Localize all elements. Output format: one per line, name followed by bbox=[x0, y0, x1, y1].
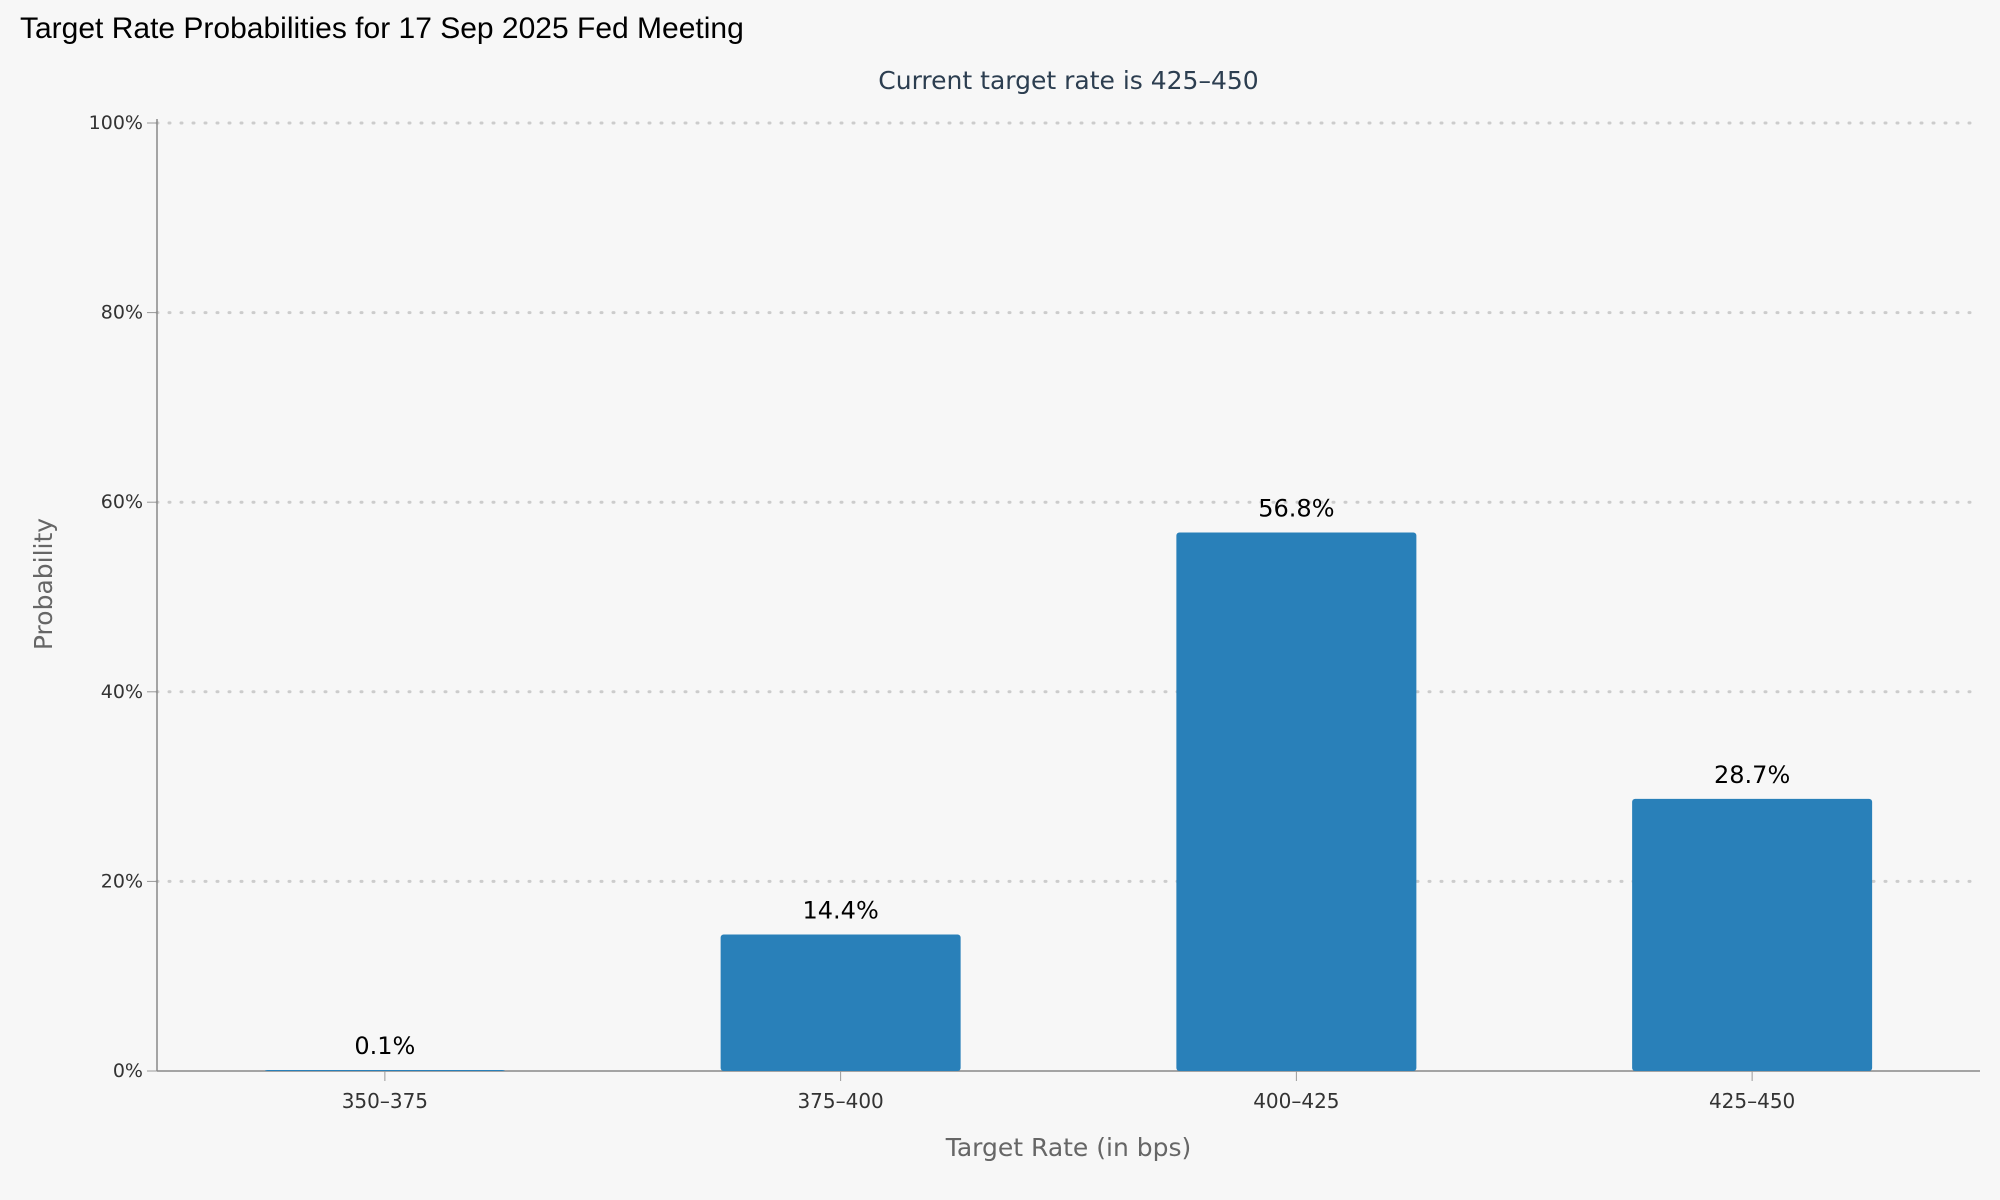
y-tick-label: 0% bbox=[113, 1060, 143, 1082]
data-label: 28.7% bbox=[1714, 761, 1790, 789]
chart-subtitle: Current target rate is 425–450 bbox=[878, 66, 1258, 95]
bar-350–375 bbox=[264, 1070, 505, 1071]
y-tick-label: 20% bbox=[101, 870, 143, 892]
y-tick-label: 80% bbox=[101, 302, 143, 324]
x-tick-label: 425–450 bbox=[1709, 1089, 1795, 1113]
x-tick-label: 375–400 bbox=[797, 1089, 883, 1113]
data-label: 56.8% bbox=[1258, 495, 1334, 523]
page-title: Target Rate Probabilities for 17 Sep 202… bbox=[20, 12, 744, 45]
x-axis-title: Target Rate (in bps) bbox=[945, 1133, 1192, 1162]
bar-400–425 bbox=[1176, 532, 1417, 1071]
y-tick-label: 100% bbox=[89, 112, 143, 134]
y-tick-label: 60% bbox=[101, 491, 143, 513]
bar-425–450 bbox=[1632, 798, 1873, 1071]
x-tick-label: 350–375 bbox=[342, 1089, 428, 1113]
data-label: 14.4% bbox=[803, 896, 879, 924]
data-label: 0.1% bbox=[354, 1032, 415, 1060]
y-tick-label: 40% bbox=[101, 681, 143, 703]
bar-375–400 bbox=[720, 934, 961, 1071]
x-tick-label: 400–425 bbox=[1253, 1089, 1339, 1113]
y-axis-title: Probability bbox=[29, 518, 58, 650]
